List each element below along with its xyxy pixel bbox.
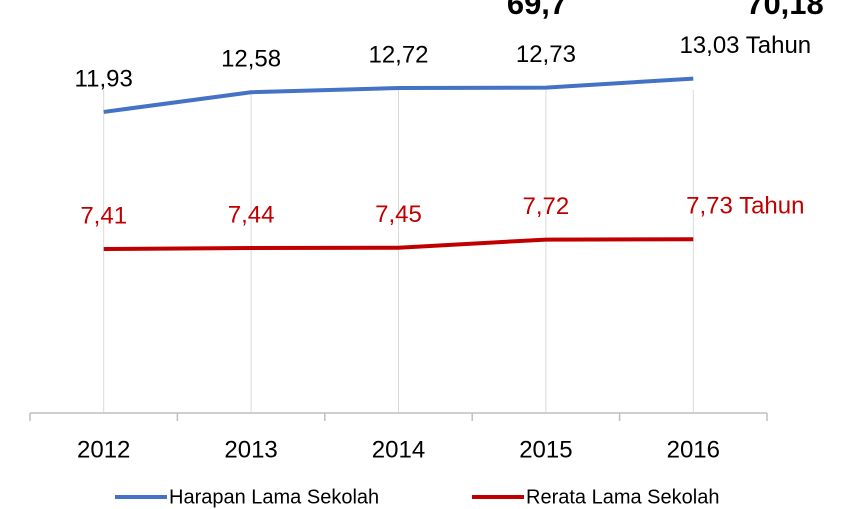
data-label: 7,44 (228, 201, 275, 228)
legend-label: Harapan Lama Sekolah (169, 486, 379, 508)
data-label: 7,73 Tahun (686, 193, 804, 220)
data-label: 12,72 (368, 41, 428, 68)
data-label: 11,93 (75, 65, 133, 92)
x-tick-label: 2014 (372, 436, 425, 463)
x-tick-label: 2012 (77, 436, 130, 463)
data-label: 12,73 (516, 41, 576, 68)
data-label: 7,72 (523, 193, 570, 220)
data-label: 13,03 Tahun (679, 32, 811, 59)
line (103, 237, 694, 251)
legend-label: Rerata Lama Sekolah (526, 486, 719, 508)
data-label: 7,45 (375, 201, 422, 228)
data-label: 7,41 (80, 202, 127, 229)
x-tick-label: 2013 (224, 436, 277, 463)
data-label: 12,58 (221, 46, 281, 73)
annotation: 69,7 (507, 0, 567, 21)
x-tick-label: 2016 (667, 436, 720, 463)
annotation: 70,18 (746, 0, 824, 21)
x-tick-label: 2015 (519, 436, 572, 463)
line (103, 76, 694, 114)
